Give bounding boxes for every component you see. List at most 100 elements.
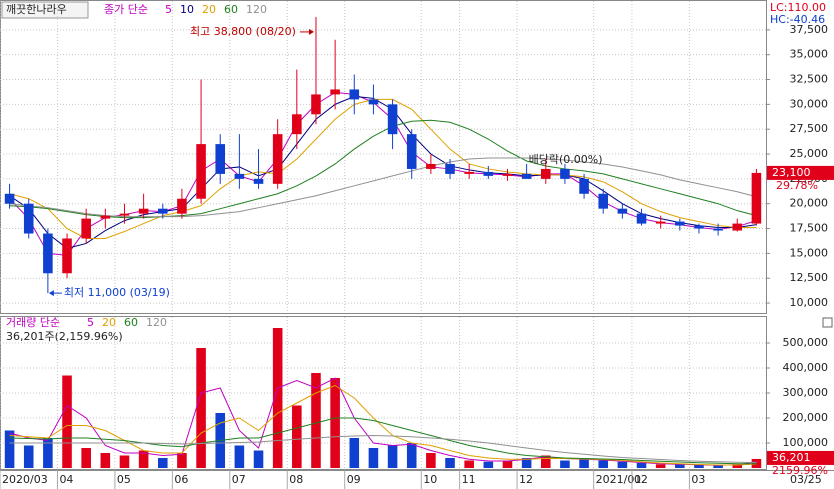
x-tick-label: 07 — [232, 473, 246, 486]
volume-bar — [272, 328, 283, 468]
volume-status: 36,201주(2,159.96%) — [6, 330, 123, 343]
current-price-box — [767, 165, 834, 180]
y2-tick-label: 100,000 — [783, 436, 829, 449]
volume-bar — [617, 461, 628, 468]
y2-tick-label: 500,000 — [783, 336, 829, 349]
volume-bar — [426, 453, 436, 468]
candle-body — [464, 171, 474, 174]
volume-bar — [368, 448, 379, 468]
candle-body — [445, 163, 455, 174]
x-tick-label: 2021/01 — [596, 473, 642, 486]
legend-entry: 60 — [124, 316, 138, 329]
moving-average-line — [9, 91, 757, 256]
candle-body — [579, 178, 589, 194]
candle-body — [157, 208, 168, 214]
candle-body — [560, 168, 570, 179]
volume-bar — [751, 458, 762, 468]
volume-moving-average-line — [9, 377, 757, 466]
legend-entry: 5 — [87, 316, 94, 329]
volume-bar — [119, 455, 130, 468]
volume-bar — [81, 448, 91, 468]
moving-average-line — [9, 98, 757, 239]
candle-body — [387, 104, 398, 135]
current-volume-change-label: 2159.96% — [772, 464, 828, 477]
y-tick-label: 17,500 — [790, 222, 829, 235]
legend-entry: 5 — [165, 3, 172, 16]
y2-tick-label: 300,000 — [783, 386, 829, 399]
candle-body — [406, 134, 417, 169]
moving-average-line — [9, 119, 757, 219]
volume-bar — [502, 460, 513, 468]
volume-bar — [253, 450, 264, 468]
candle-body — [521, 173, 532, 179]
candle-body — [292, 114, 302, 135]
title-box[interactable] — [1, 1, 89, 19]
y-tick-label: 15,000 — [790, 246, 829, 259]
x-tick-label: 09 — [347, 473, 361, 486]
volume-bar — [521, 458, 532, 468]
y-tick-label: 20,000 — [790, 197, 829, 210]
legend-entry: 20 — [102, 316, 116, 329]
volume-bar — [311, 373, 321, 468]
volume-bar — [579, 458, 589, 468]
x-tick-label: 08 — [289, 473, 303, 486]
volume-bar — [675, 464, 685, 468]
candle-body — [100, 215, 111, 219]
volume-bar — [157, 458, 168, 468]
candle-body — [43, 233, 53, 274]
annotation-low: 최저 11,000 (03/19) — [64, 286, 170, 299]
x-tick-label: 2020/03 — [2, 473, 48, 486]
annotation-arrowhead — [308, 28, 314, 35]
moving-average-line — [9, 157, 757, 218]
y-tick-label: 12,500 — [790, 271, 829, 284]
x-tick-label: 06 — [174, 473, 188, 486]
candle-body — [177, 198, 187, 214]
candle-body — [751, 172, 762, 224]
candle-body — [119, 213, 130, 216]
last-date: 03/25 — [790, 473, 822, 486]
volume-bar — [330, 378, 340, 468]
x-tick-label: 04 — [59, 473, 73, 486]
candle-body — [330, 89, 340, 95]
volume-bar — [387, 445, 398, 468]
candle-body — [272, 134, 283, 184]
volume-bar — [62, 375, 72, 468]
candle-body — [311, 94, 321, 115]
volume-bar — [100, 453, 111, 468]
candle-body — [502, 173, 513, 176]
legend-entry: 120 — [246, 3, 267, 16]
candle-body — [368, 99, 379, 105]
annotation-ex-dividend: 배당락(0.00%) — [529, 153, 603, 166]
volume-bar — [598, 460, 609, 468]
x-tick-label: 12 — [519, 473, 533, 486]
candle-body — [483, 171, 494, 176]
volume-bar — [655, 464, 666, 468]
candle-body — [694, 225, 704, 229]
volume-legend-label: 거래량 단순 — [6, 316, 60, 329]
volume-bar — [636, 463, 647, 468]
annotation-high: 최고 38,800 (08/20) — [190, 25, 296, 38]
panel-button[interactable] — [822, 317, 833, 328]
current-volume-box — [767, 450, 834, 465]
volume-bar — [560, 460, 570, 468]
volume-bar — [732, 464, 743, 468]
annotation-arrowhead — [48, 290, 54, 297]
candle-body — [196, 144, 206, 199]
candle-body — [349, 89, 360, 100]
candle-body — [655, 221, 666, 224]
candle-body — [253, 178, 264, 184]
candle-body — [675, 221, 685, 226]
legend-entry: 20 — [202, 3, 216, 16]
candle-body — [598, 193, 609, 209]
current-price-label: 23,100 — [772, 166, 811, 179]
volume-bar — [177, 453, 187, 468]
candle-body — [138, 208, 149, 214]
y-tick-label: 37,500 — [790, 23, 829, 36]
x-tick-label: 03 — [691, 473, 705, 486]
price-legend-label: 종가 단순 — [104, 3, 148, 16]
volume-bar — [234, 445, 245, 468]
volume-bar — [464, 460, 474, 468]
x-tick-label: 11 — [462, 473, 476, 486]
